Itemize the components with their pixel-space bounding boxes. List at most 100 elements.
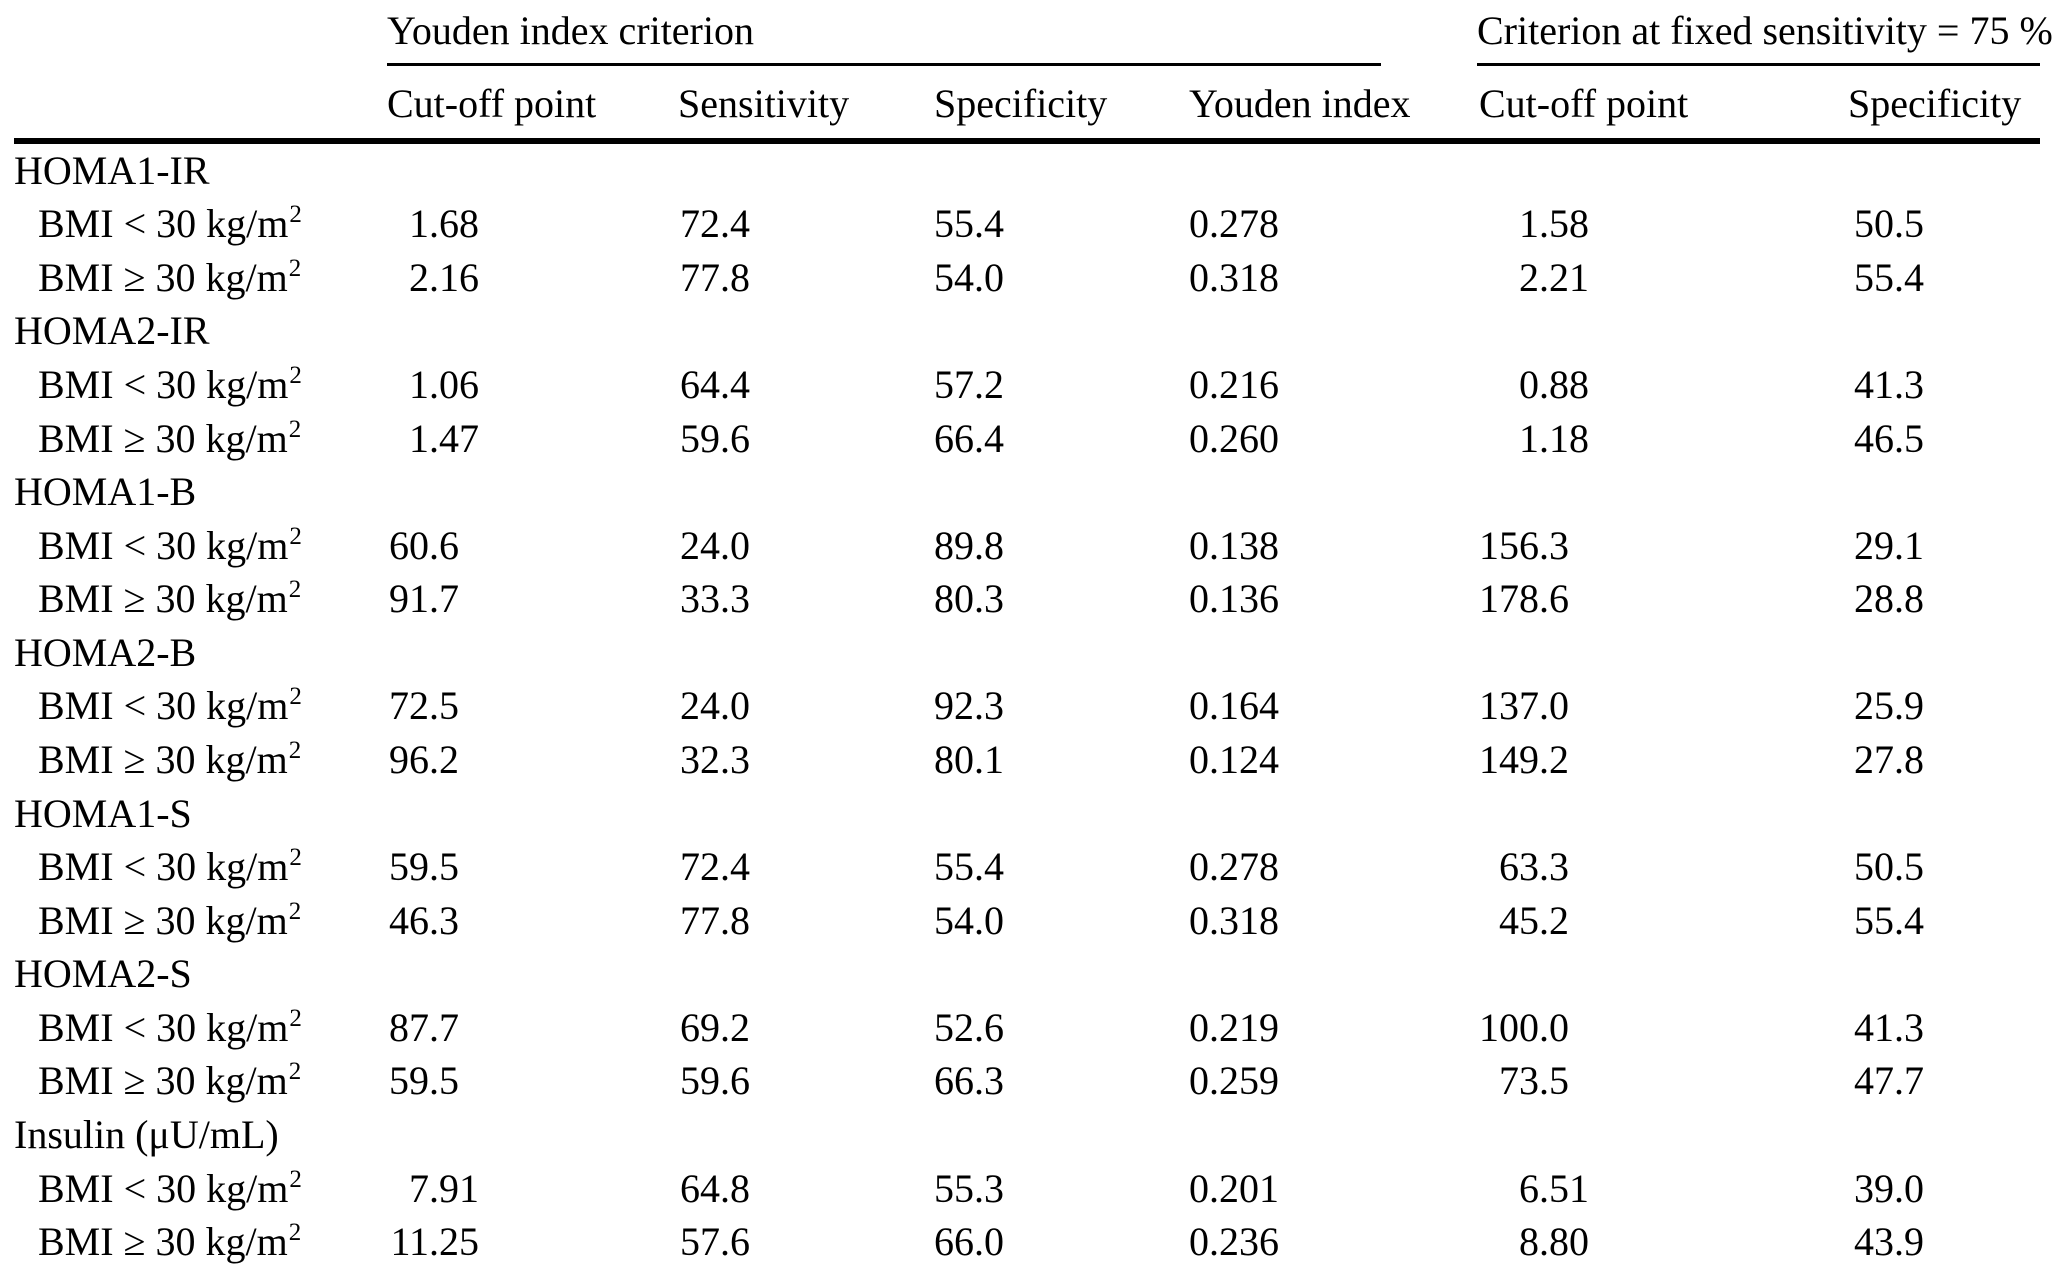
row-label: BMI ≥ 30 kg/m2 [14,1219,387,1265]
row-label-text: BMI ≥ 30 kg/m [38,1219,288,1265]
cell-specificity: 55.3 [934,1165,1004,1211]
cell-sensitivity: 59.6 [680,1058,750,1104]
cell-cutoff-fixed: 45.2 [1499,897,1569,943]
column-header-cutoff: Cut-off point [387,81,597,126]
cell-cutoff-fixed: 149.2 [1479,737,1569,783]
row-label-text: BMI ≥ 30 kg/m [38,737,288,783]
table-row: BMI ≥ 30 kg/m2 91.7 33.3 80.3 0.136 178.… [14,573,2040,627]
row-label-superscript: 2 [288,1058,302,1086]
cell-specificity-fixed: 50.5 [1854,844,1924,890]
cell-sensitivity: 32.3 [680,737,750,783]
cell-youden-index: 0.236 [1189,1219,1279,1265]
row-label-superscript: 2 [289,1004,302,1032]
row-label-text: BMI ≥ 30 kg/m [38,1058,288,1104]
table-row: BMI < 30 kg/m2 7.91 64.8 55.3 0.201 6.51… [14,1162,2040,1216]
cell-specificity: 89.8 [934,522,1004,568]
cell-cutoff: 59.5 [389,1058,459,1104]
row-label: BMI ≥ 30 kg/m2 [14,255,387,300]
column-group-header-row: Youden index criterion Criterion at fixe… [14,0,2053,66]
cell-sensitivity: 69.2 [680,1004,750,1050]
row-label-superscript: 2 [288,737,302,765]
cell-specificity-fixed: 47.7 [1854,1058,1924,1104]
group-label-row: HOMA1-B [14,465,2040,519]
cell-sensitivity: 64.4 [680,362,750,408]
group-label: HOMA2-S [14,951,192,997]
column-group-header-fixed-sensitivity: Criterion at fixed sensitivity = 75 % [1477,0,2053,66]
cell-specificity: 66.0 [934,1219,1004,1265]
column-header-cutoff-fixed: Cut-off point [1479,81,1689,126]
cell-specificity: 80.1 [934,737,1004,783]
row-label-superscript: 2 [288,576,302,604]
row-label-superscript: 2 [288,1219,302,1247]
cell-cutoff: 87.7 [389,1004,459,1050]
row-label-text: BMI < 30 kg/m [38,1165,289,1211]
group-label: HOMA2-IR [14,308,210,354]
cell-cutoff: 2.16 [409,254,479,300]
row-label-superscript: 2 [289,522,302,550]
cell-specificity: 55.4 [934,201,1004,247]
cell-cutoff: 1.06 [409,362,479,408]
row-label-text: BMI < 30 kg/m [38,844,289,890]
row-label: BMI < 30 kg/m2 [14,522,387,568]
table-row: BMI < 30 kg/m2 1.68 72.4 55.4 0.278 1.58… [14,198,2040,252]
row-label: BMI < 30 kg/m2 [14,201,387,246]
cell-cutoff-fixed: 1.58 [1519,201,1589,247]
table-row: BMI ≥ 30 kg/m2 1.47 59.6 66.4 0.260 1.18… [14,412,2040,466]
cell-cutoff-fixed: 2.21 [1519,254,1589,300]
cell-cutoff: 1.68 [409,201,479,247]
group-label-row: HOMA1-S [14,787,2040,841]
row-label-text: BMI < 30 kg/m [38,1004,289,1050]
cell-youden-index: 0.201 [1189,1165,1279,1211]
header-spacer [14,0,387,66]
row-label: BMI ≥ 30 kg/m2 [14,576,387,622]
cell-cutoff: 91.7 [389,576,459,622]
table-row: BMI < 30 kg/m2 60.6 24.0 89.8 0.138 156.… [14,519,2040,573]
column-header-specificity: Specificity [934,81,1108,126]
group-label-row: Insulin (μU/mL) [14,1108,2040,1162]
cell-sensitivity: 24.0 [680,683,750,729]
cell-cutoff-fixed: 63.3 [1499,844,1569,890]
cell-cutoff-fixed: 8.80 [1519,1219,1589,1265]
row-label-text: BMI ≥ 30 kg/m [38,576,288,622]
cell-sensitivity: 59.6 [680,415,750,461]
cell-specificity-fixed: 28.8 [1854,576,1924,622]
group-label: HOMA1-S [14,790,192,836]
cell-cutoff-fixed: 156.3 [1479,522,1569,568]
column-header-youden-index: Youden index [1189,81,1411,126]
cell-specificity-fixed: 43.9 [1854,1219,1924,1265]
fixed-sensitivity-group-rule: Criterion at fixed sensitivity = 75 % [1477,0,2053,66]
cell-sensitivity: 57.6 [680,1219,750,1265]
cell-cutoff: 96.2 [389,737,459,783]
row-label-text: BMI ≥ 30 kg/m [38,897,288,943]
column-header-specificity-fixed: Specificity [1848,81,2022,126]
cell-cutoff-fixed: 100.0 [1479,1004,1569,1050]
cell-youden-index: 0.124 [1189,737,1279,783]
header-spacer [14,126,387,138]
cell-youden-index: 0.318 [1189,254,1279,300]
cell-specificity: 66.3 [934,1058,1004,1104]
table-row: BMI < 30 kg/m2 59.5 72.4 55.4 0.278 63.3… [14,840,2040,894]
youden-group-rule: Youden index criterion [387,0,1381,66]
cell-cutoff: 59.5 [389,844,459,890]
cell-youden-index: 0.259 [1189,1058,1279,1104]
row-label: BMI < 30 kg/m2 [14,362,387,407]
group-label-row: HOMA2-IR [14,305,2040,359]
group-label: Insulin (μU/mL) [14,1112,279,1158]
cell-specificity-fixed: 39.0 [1854,1165,1924,1211]
table-row: BMI ≥ 30 kg/m2 59.5 59.6 66.3 0.259 73.5… [14,1055,2040,1109]
group-label: HOMA1-B [14,469,197,515]
column-group-header-youden: Youden index criterion [387,0,1477,66]
table-body: HOMA1-IR BMI < 30 kg/m2 1.68 72.4 55.4 0… [14,144,2040,1269]
cell-cutoff: 60.6 [389,522,459,568]
row-label-superscript: 2 [289,1165,302,1193]
column-group-label: Criterion at fixed sensitivity = 75 % [1477,8,2053,53]
cell-specificity-fixed: 25.9 [1854,683,1924,729]
table-row: BMI < 30 kg/m2 1.06 64.4 57.2 0.216 0.88… [14,358,2040,412]
cell-cutoff: 1.47 [409,415,479,461]
table-row: BMI ≥ 30 kg/m2 2.16 77.8 54.0 0.318 2.21… [14,251,2040,305]
cell-specificity: 92.3 [934,683,1004,729]
cell-specificity-fixed: 27.8 [1854,737,1924,783]
cell-sensitivity: 77.8 [680,897,750,943]
cell-specificity-fixed: 55.4 [1854,897,1924,943]
